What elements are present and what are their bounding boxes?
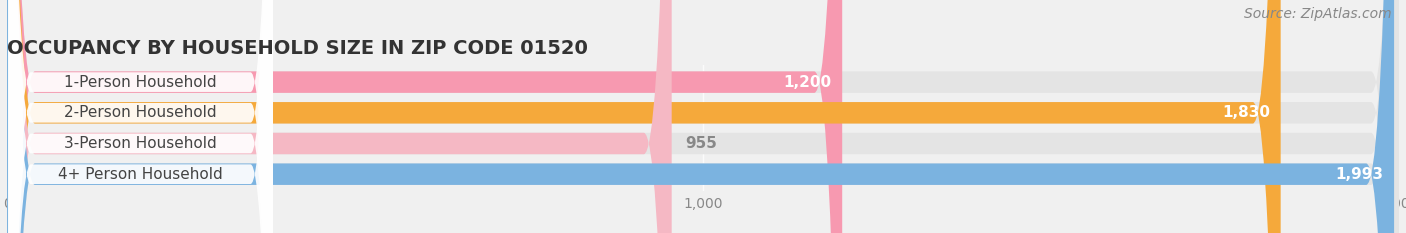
Text: 3-Person Household: 3-Person Household: [65, 136, 217, 151]
FancyBboxPatch shape: [7, 0, 672, 233]
FancyBboxPatch shape: [8, 0, 273, 233]
Text: 2-Person Household: 2-Person Household: [65, 105, 217, 120]
Text: 4+ Person Household: 4+ Person Household: [58, 167, 224, 182]
FancyBboxPatch shape: [7, 0, 1399, 233]
FancyBboxPatch shape: [7, 0, 1399, 233]
Text: 1,200: 1,200: [783, 75, 832, 90]
FancyBboxPatch shape: [8, 0, 273, 233]
FancyBboxPatch shape: [7, 0, 842, 233]
FancyBboxPatch shape: [7, 0, 1281, 233]
FancyBboxPatch shape: [7, 0, 1399, 233]
FancyBboxPatch shape: [7, 0, 1399, 233]
FancyBboxPatch shape: [7, 0, 1395, 233]
Text: 1,830: 1,830: [1222, 105, 1270, 120]
Text: 1,993: 1,993: [1336, 167, 1384, 182]
FancyBboxPatch shape: [8, 0, 273, 233]
Text: Source: ZipAtlas.com: Source: ZipAtlas.com: [1244, 7, 1392, 21]
Text: 955: 955: [686, 136, 717, 151]
Text: 1-Person Household: 1-Person Household: [65, 75, 217, 90]
FancyBboxPatch shape: [8, 0, 273, 233]
Text: OCCUPANCY BY HOUSEHOLD SIZE IN ZIP CODE 01520: OCCUPANCY BY HOUSEHOLD SIZE IN ZIP CODE …: [7, 39, 588, 58]
